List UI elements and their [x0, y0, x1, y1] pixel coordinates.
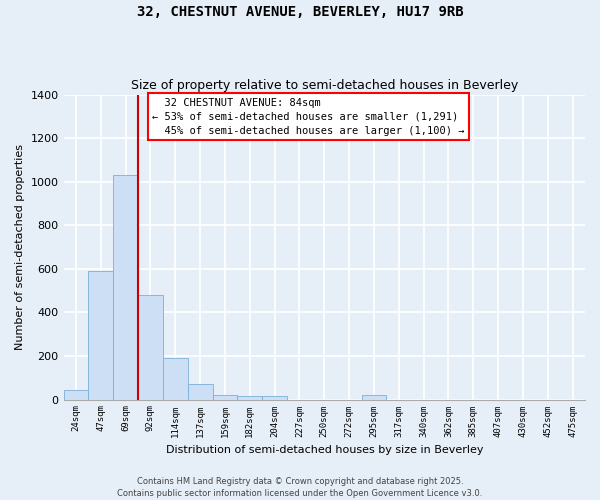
Bar	[113, 175, 138, 400]
Bar	[238, 396, 262, 400]
Bar	[88, 271, 113, 400]
Bar	[138, 295, 163, 400]
Text: Contains HM Land Registry data © Crown copyright and database right 2025.
Contai: Contains HM Land Registry data © Crown c…	[118, 476, 482, 498]
X-axis label: Distribution of semi-detached houses by size in Beverley: Distribution of semi-detached houses by …	[166, 445, 483, 455]
Text: 32, CHESTNUT AVENUE, BEVERLEY, HU17 9RB: 32, CHESTNUT AVENUE, BEVERLEY, HU17 9RB	[137, 5, 463, 19]
Bar	[64, 390, 88, 400]
Bar	[262, 396, 287, 400]
Bar	[362, 395, 386, 400]
Text: 32 CHESTNUT AVENUE: 84sqm
← 53% of semi-detached houses are smaller (1,291)
  45: 32 CHESTNUT AVENUE: 84sqm ← 53% of semi-…	[152, 98, 464, 136]
Y-axis label: Number of semi-detached properties: Number of semi-detached properties	[15, 144, 25, 350]
Bar	[212, 395, 238, 400]
Bar	[188, 384, 212, 400]
Title: Size of property relative to semi-detached houses in Beverley: Size of property relative to semi-detach…	[131, 79, 518, 92]
Bar	[163, 358, 188, 400]
